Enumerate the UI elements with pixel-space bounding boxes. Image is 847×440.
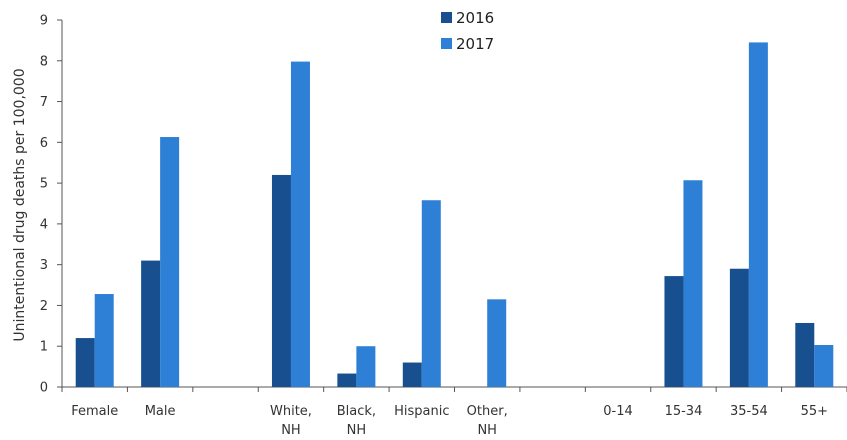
- legend-label-2017: 2017: [456, 35, 494, 53]
- x-tick-label: Other,: [467, 404, 508, 419]
- bar-2017: [160, 137, 180, 387]
- y-tick-label: 8: [40, 54, 48, 69]
- bar-2017: [814, 344, 834, 387]
- y-tick-label: 0: [40, 381, 48, 396]
- bar-2016: [402, 362, 422, 387]
- y-tick-label: 4: [40, 217, 48, 232]
- y-tick-label: 9: [40, 14, 48, 29]
- bar-2016: [337, 373, 357, 387]
- legend: 2016 2017: [441, 9, 494, 53]
- x-tick-label: 55+: [801, 404, 828, 419]
- bars: [75, 42, 834, 388]
- y-axis: 0 1 2 3 4 5 6 7 8 9: [40, 14, 63, 396]
- x-tick-label: 35-54: [730, 404, 768, 419]
- x-tick-label: NH: [477, 423, 497, 438]
- y-tick-label: 6: [40, 136, 48, 151]
- bar-2016: [75, 338, 95, 387]
- legend-swatch-2016: [441, 12, 452, 23]
- x-tick-label: White,: [270, 404, 312, 419]
- x-tick-label: Hispanic: [394, 404, 449, 419]
- y-tick-label: 5: [40, 177, 48, 192]
- bar-2017: [356, 346, 376, 387]
- y-tick-label: 7: [40, 95, 48, 110]
- y-tick-label: 1: [40, 340, 48, 355]
- bar-2017: [290, 61, 310, 388]
- x-tick-label: NH: [281, 423, 301, 438]
- legend-swatch-2017: [441, 38, 452, 49]
- bar-2016: [271, 174, 291, 387]
- bar-2017: [421, 200, 441, 387]
- bar-2016: [729, 268, 749, 387]
- bar-2017: [748, 42, 768, 388]
- bar-2016: [795, 322, 815, 387]
- x-tick-label: 0-14: [603, 404, 633, 419]
- bar-2016: [664, 276, 684, 387]
- x-tick-label: Female: [71, 404, 118, 419]
- y-axis-label: Unintentional drug deaths per 100,000: [12, 68, 28, 341]
- x-tick-label: Black,: [337, 404, 376, 419]
- x-tick-label: 15-34: [665, 404, 703, 419]
- x-tick-label: NH: [347, 423, 367, 438]
- bar-2017: [683, 180, 703, 387]
- bar-2016: [141, 260, 161, 387]
- bar-2017: [487, 299, 507, 387]
- x-axis: Female Male White, NH Black, NH Hispanic Other,…: [61, 386, 847, 438]
- y-tick-label: 2: [40, 299, 48, 314]
- legend-label-2016: 2016: [456, 9, 494, 27]
- y-tick-label: 3: [40, 258, 48, 273]
- bar-2017: [94, 294, 114, 387]
- x-tick-label: Male: [145, 404, 176, 419]
